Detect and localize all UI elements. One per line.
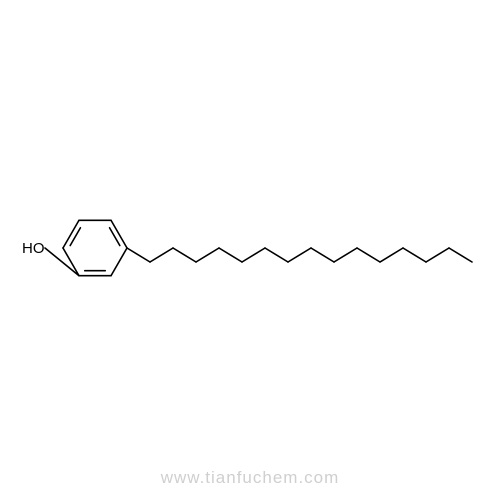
watermark-text: www.tianfuchem.com	[0, 468, 500, 488]
chemical-structure-canvas: HO www.tianfuchem.com	[0, 0, 500, 500]
molecule-svg: HO	[0, 0, 500, 500]
svg-text:HO: HO	[22, 240, 45, 257]
